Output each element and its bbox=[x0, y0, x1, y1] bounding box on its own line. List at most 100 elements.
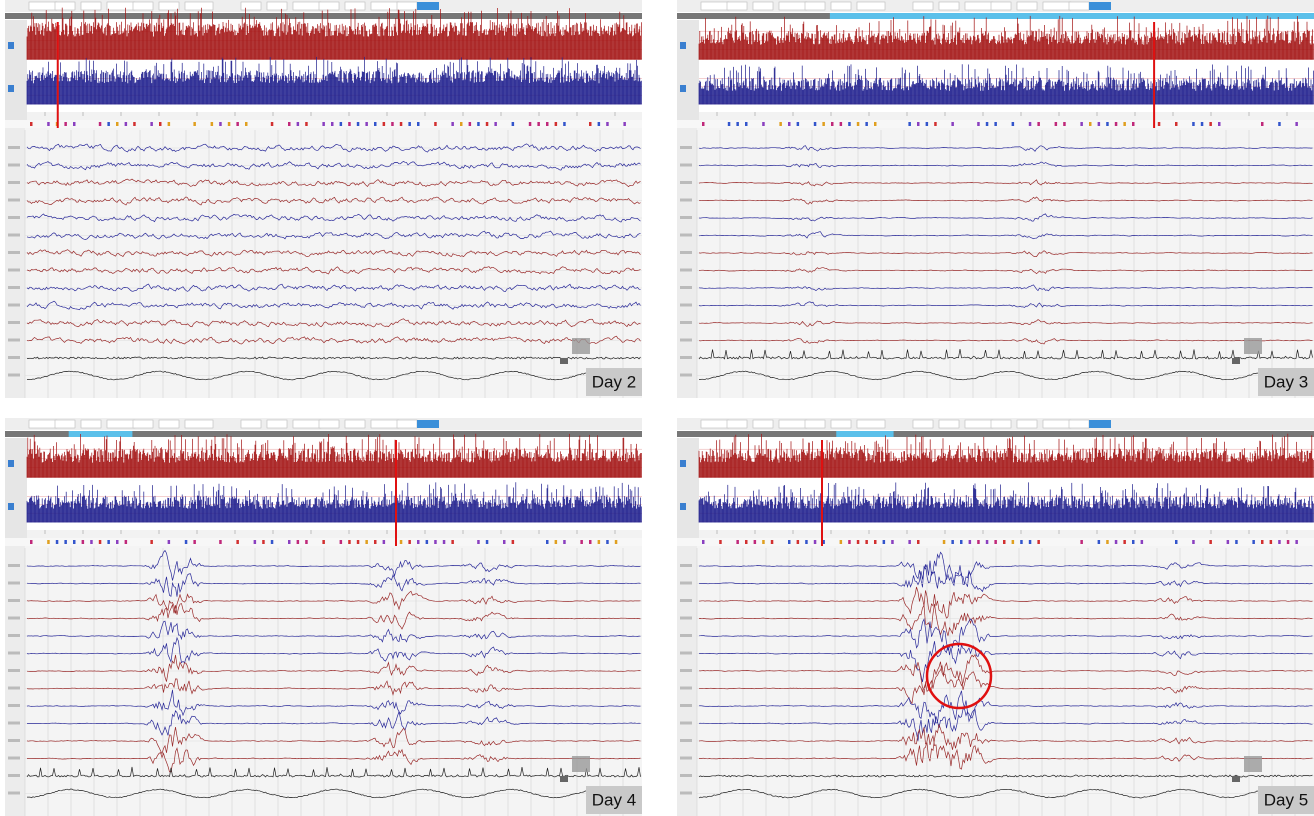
eeg-trace bbox=[26, 196, 641, 206]
toolbar-control bbox=[266, 1, 288, 11]
add-note-button bbox=[417, 420, 439, 428]
event-marker bbox=[580, 540, 583, 544]
event-marker bbox=[107, 122, 110, 126]
event-marker bbox=[614, 540, 618, 544]
channel-label bbox=[8, 198, 20, 202]
side-button bbox=[8, 42, 14, 49]
event-marker bbox=[891, 540, 894, 544]
progress-bar bbox=[677, 431, 1314, 437]
progress-segment bbox=[829, 13, 1314, 19]
event-marker bbox=[339, 122, 343, 126]
eeg-trace bbox=[698, 231, 1313, 240]
side-button bbox=[8, 503, 14, 510]
event-marker bbox=[365, 122, 368, 126]
event-marker bbox=[1123, 122, 1126, 126]
ecg-trace bbox=[27, 788, 641, 799]
channel-label bbox=[8, 616, 20, 620]
event-marker bbox=[788, 540, 791, 544]
event-marker bbox=[1295, 122, 1298, 126]
scale-button bbox=[1232, 358, 1240, 364]
event-marker bbox=[382, 122, 386, 126]
event-marker bbox=[1175, 540, 1178, 544]
event-marker bbox=[408, 122, 411, 126]
eeg-trace bbox=[26, 654, 641, 682]
channel-label bbox=[8, 774, 20, 777]
toolbar-control bbox=[856, 1, 886, 11]
event-marker bbox=[839, 540, 843, 544]
event-marker bbox=[124, 540, 128, 544]
trend-trace bbox=[26, 7, 642, 60]
channel-label bbox=[8, 686, 20, 690]
eeg-area bbox=[677, 546, 1314, 816]
event-marker bbox=[1261, 122, 1264, 126]
toolbar-control bbox=[370, 419, 400, 429]
eeg-trace bbox=[26, 590, 641, 614]
channel-label bbox=[8, 756, 20, 760]
eeg-trace bbox=[698, 586, 1313, 620]
event-marker bbox=[745, 540, 748, 544]
eeg-trace bbox=[26, 230, 641, 240]
channel-label bbox=[8, 146, 20, 149]
event-marker bbox=[374, 122, 377, 126]
toolbar-control bbox=[240, 419, 262, 429]
side-button bbox=[680, 460, 686, 467]
trend-trace bbox=[698, 15, 1314, 60]
event-marker bbox=[770, 540, 774, 544]
event-marker bbox=[1063, 122, 1066, 126]
add-note-button bbox=[1089, 420, 1111, 428]
toolbar-control bbox=[318, 419, 340, 429]
toolbar-control bbox=[856, 419, 886, 429]
event-marker bbox=[1235, 540, 1238, 544]
event-marker bbox=[460, 122, 463, 126]
eeg-trace bbox=[698, 338, 1313, 345]
event-marker bbox=[348, 122, 351, 126]
event-marker bbox=[1037, 122, 1040, 126]
event-marker bbox=[73, 540, 76, 544]
event-marker bbox=[1089, 122, 1092, 126]
event-marker bbox=[1295, 540, 1298, 544]
event-marker bbox=[468, 122, 472, 126]
event-marker bbox=[288, 122, 291, 126]
eeg-trace bbox=[26, 318, 641, 328]
event-marker bbox=[1097, 540, 1101, 544]
eeg-trace bbox=[26, 747, 641, 773]
event-marker bbox=[934, 122, 937, 126]
toolbar-control bbox=[830, 419, 852, 429]
eeg-trace bbox=[698, 196, 1313, 205]
eeg-trace bbox=[26, 636, 641, 664]
channel-label bbox=[680, 216, 692, 219]
toolbar-control bbox=[752, 1, 774, 11]
eeg-area bbox=[5, 128, 642, 398]
scale-box bbox=[1244, 756, 1262, 772]
event-marker bbox=[1192, 540, 1195, 544]
toolbar-control bbox=[964, 1, 994, 11]
side-button bbox=[680, 503, 686, 510]
event-marker bbox=[1278, 122, 1281, 126]
event-marker bbox=[270, 122, 274, 126]
toolbar-control bbox=[106, 419, 136, 429]
toolbar-control bbox=[1068, 1, 1090, 11]
channel-label bbox=[680, 756, 692, 760]
event-marker bbox=[977, 540, 980, 544]
progress-bar bbox=[5, 431, 642, 437]
toolbar-control bbox=[184, 1, 214, 11]
event-marker bbox=[107, 540, 110, 544]
event-marker bbox=[494, 122, 497, 126]
eeg-trace bbox=[698, 145, 1313, 152]
channel-label bbox=[8, 669, 20, 672]
channel-label bbox=[680, 303, 692, 307]
toolbar-control bbox=[80, 1, 102, 11]
eeg-trace bbox=[698, 179, 1313, 187]
toolbar-control bbox=[912, 1, 934, 11]
eeg-trace bbox=[26, 178, 641, 188]
eeg-trace bbox=[26, 603, 641, 630]
eeg-trace bbox=[698, 603, 1313, 637]
event-marker bbox=[511, 122, 515, 126]
channel-labels bbox=[677, 128, 697, 398]
event-marker bbox=[1028, 540, 1032, 544]
scale-box bbox=[1244, 338, 1262, 354]
event-marker bbox=[236, 122, 239, 126]
event-marker bbox=[925, 122, 929, 126]
event-marker bbox=[1218, 122, 1221, 126]
